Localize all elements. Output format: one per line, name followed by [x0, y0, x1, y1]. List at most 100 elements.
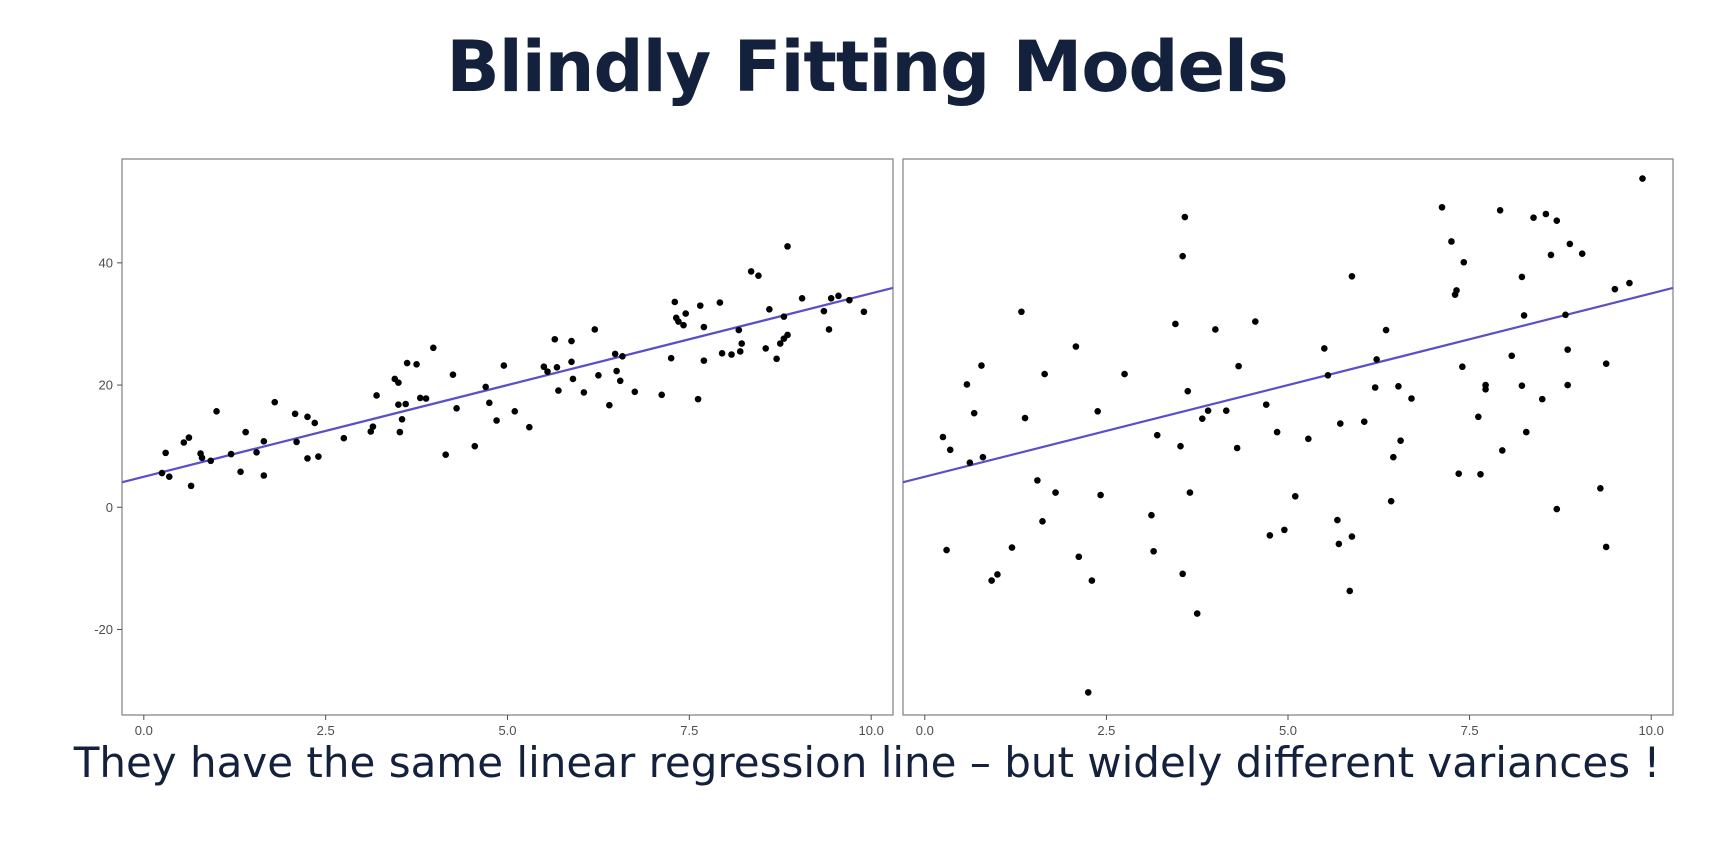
data-point — [631, 388, 639, 396]
data-point — [1252, 318, 1259, 325]
data-point — [1542, 210, 1550, 218]
data-point — [784, 243, 791, 250]
data-point — [613, 367, 620, 375]
data-point — [1179, 252, 1186, 260]
data-point — [260, 437, 268, 445]
data-point — [827, 295, 835, 302]
data-point — [165, 473, 173, 481]
data-point — [1121, 370, 1128, 378]
data-point — [1321, 345, 1328, 352]
data-point — [1460, 258, 1468, 266]
y-tick-label: -20 — [94, 622, 113, 637]
data-point — [1498, 447, 1506, 454]
data-point — [1508, 352, 1516, 360]
data-point — [773, 355, 780, 363]
data-point — [667, 354, 675, 362]
data-point — [658, 391, 665, 399]
scatter-panel-right: 0.0 2.5 5.0 7.5 10.0 — [902, 158, 1674, 738]
data-point — [1578, 250, 1586, 258]
data-point — [1547, 251, 1555, 259]
data-point — [1018, 308, 1025, 316]
data-point — [966, 459, 974, 466]
data-point — [471, 442, 479, 450]
data-point — [482, 383, 489, 391]
data-point — [1235, 362, 1242, 370]
data-point — [304, 413, 311, 421]
x-tick-label: 2.5 — [317, 723, 335, 738]
data-point — [1324, 371, 1332, 379]
data-point — [762, 345, 770, 352]
data-point — [616, 377, 624, 385]
data-point — [700, 323, 708, 331]
data-point — [1453, 287, 1460, 294]
data-point — [551, 335, 559, 343]
data-point — [1530, 214, 1537, 221]
data-point — [1266, 532, 1274, 539]
data-point — [1072, 343, 1080, 350]
data-point — [979, 453, 987, 461]
data-point — [1335, 540, 1343, 548]
plot-area — [122, 243, 893, 490]
regression-line — [122, 286, 893, 484]
data-point — [682, 310, 690, 317]
data-point — [568, 358, 575, 366]
data-point — [1522, 428, 1530, 436]
data-point — [253, 448, 260, 456]
data-point — [1626, 279, 1633, 287]
data-point — [430, 344, 437, 352]
data-point — [1496, 207, 1504, 214]
slide-caption: They have the same linear regression lin… — [73, 738, 1661, 787]
data-point — [1021, 414, 1029, 422]
data-point — [1186, 489, 1194, 496]
data-point — [755, 272, 762, 279]
data-point — [369, 423, 377, 430]
data-point — [611, 350, 619, 358]
data-point — [1034, 477, 1041, 484]
data-point — [1475, 413, 1482, 421]
data-point — [553, 364, 561, 371]
data-point — [1088, 577, 1096, 584]
data-point — [395, 401, 402, 408]
data-point — [1084, 689, 1092, 696]
data-point — [1348, 533, 1356, 540]
data-point — [213, 408, 220, 415]
data-point — [1602, 360, 1610, 367]
panel-border — [121, 158, 894, 716]
data-point — [511, 408, 519, 415]
data-point — [1233, 444, 1241, 452]
data-point — [1172, 320, 1179, 328]
y-tick-label: 0 — [106, 500, 113, 515]
data-point — [291, 410, 299, 418]
data-point — [1611, 285, 1619, 293]
data-point — [963, 381, 971, 388]
data-point — [242, 428, 249, 436]
data-point — [825, 326, 833, 333]
data-point — [1222, 407, 1230, 415]
data-point — [1291, 492, 1299, 500]
data-point — [735, 326, 743, 334]
data-point — [700, 357, 708, 364]
data-point — [1198, 415, 1206, 422]
data-point — [1262, 401, 1270, 408]
data-point — [1597, 485, 1604, 492]
data-point — [736, 348, 744, 355]
regression-line — [903, 286, 1673, 484]
data-point — [835, 292, 842, 300]
data-point — [1520, 312, 1528, 319]
data-point — [606, 401, 613, 409]
data-point — [1153, 431, 1161, 439]
data-point — [1273, 428, 1281, 436]
data-point — [1639, 175, 1646, 182]
data-point — [1373, 356, 1380, 363]
data-point — [1360, 418, 1368, 426]
panel-border — [902, 158, 1674, 716]
data-point — [207, 457, 215, 465]
data-point — [1346, 587, 1354, 595]
data-point — [1041, 370, 1048, 378]
data-point — [728, 351, 735, 358]
scatter-panel-left: 0.0 2.5 5.0 7.5 10.0 -20 0 20 40 — [94, 158, 894, 738]
data-point — [747, 268, 755, 275]
data-point — [846, 296, 853, 304]
data-point — [1094, 408, 1101, 415]
